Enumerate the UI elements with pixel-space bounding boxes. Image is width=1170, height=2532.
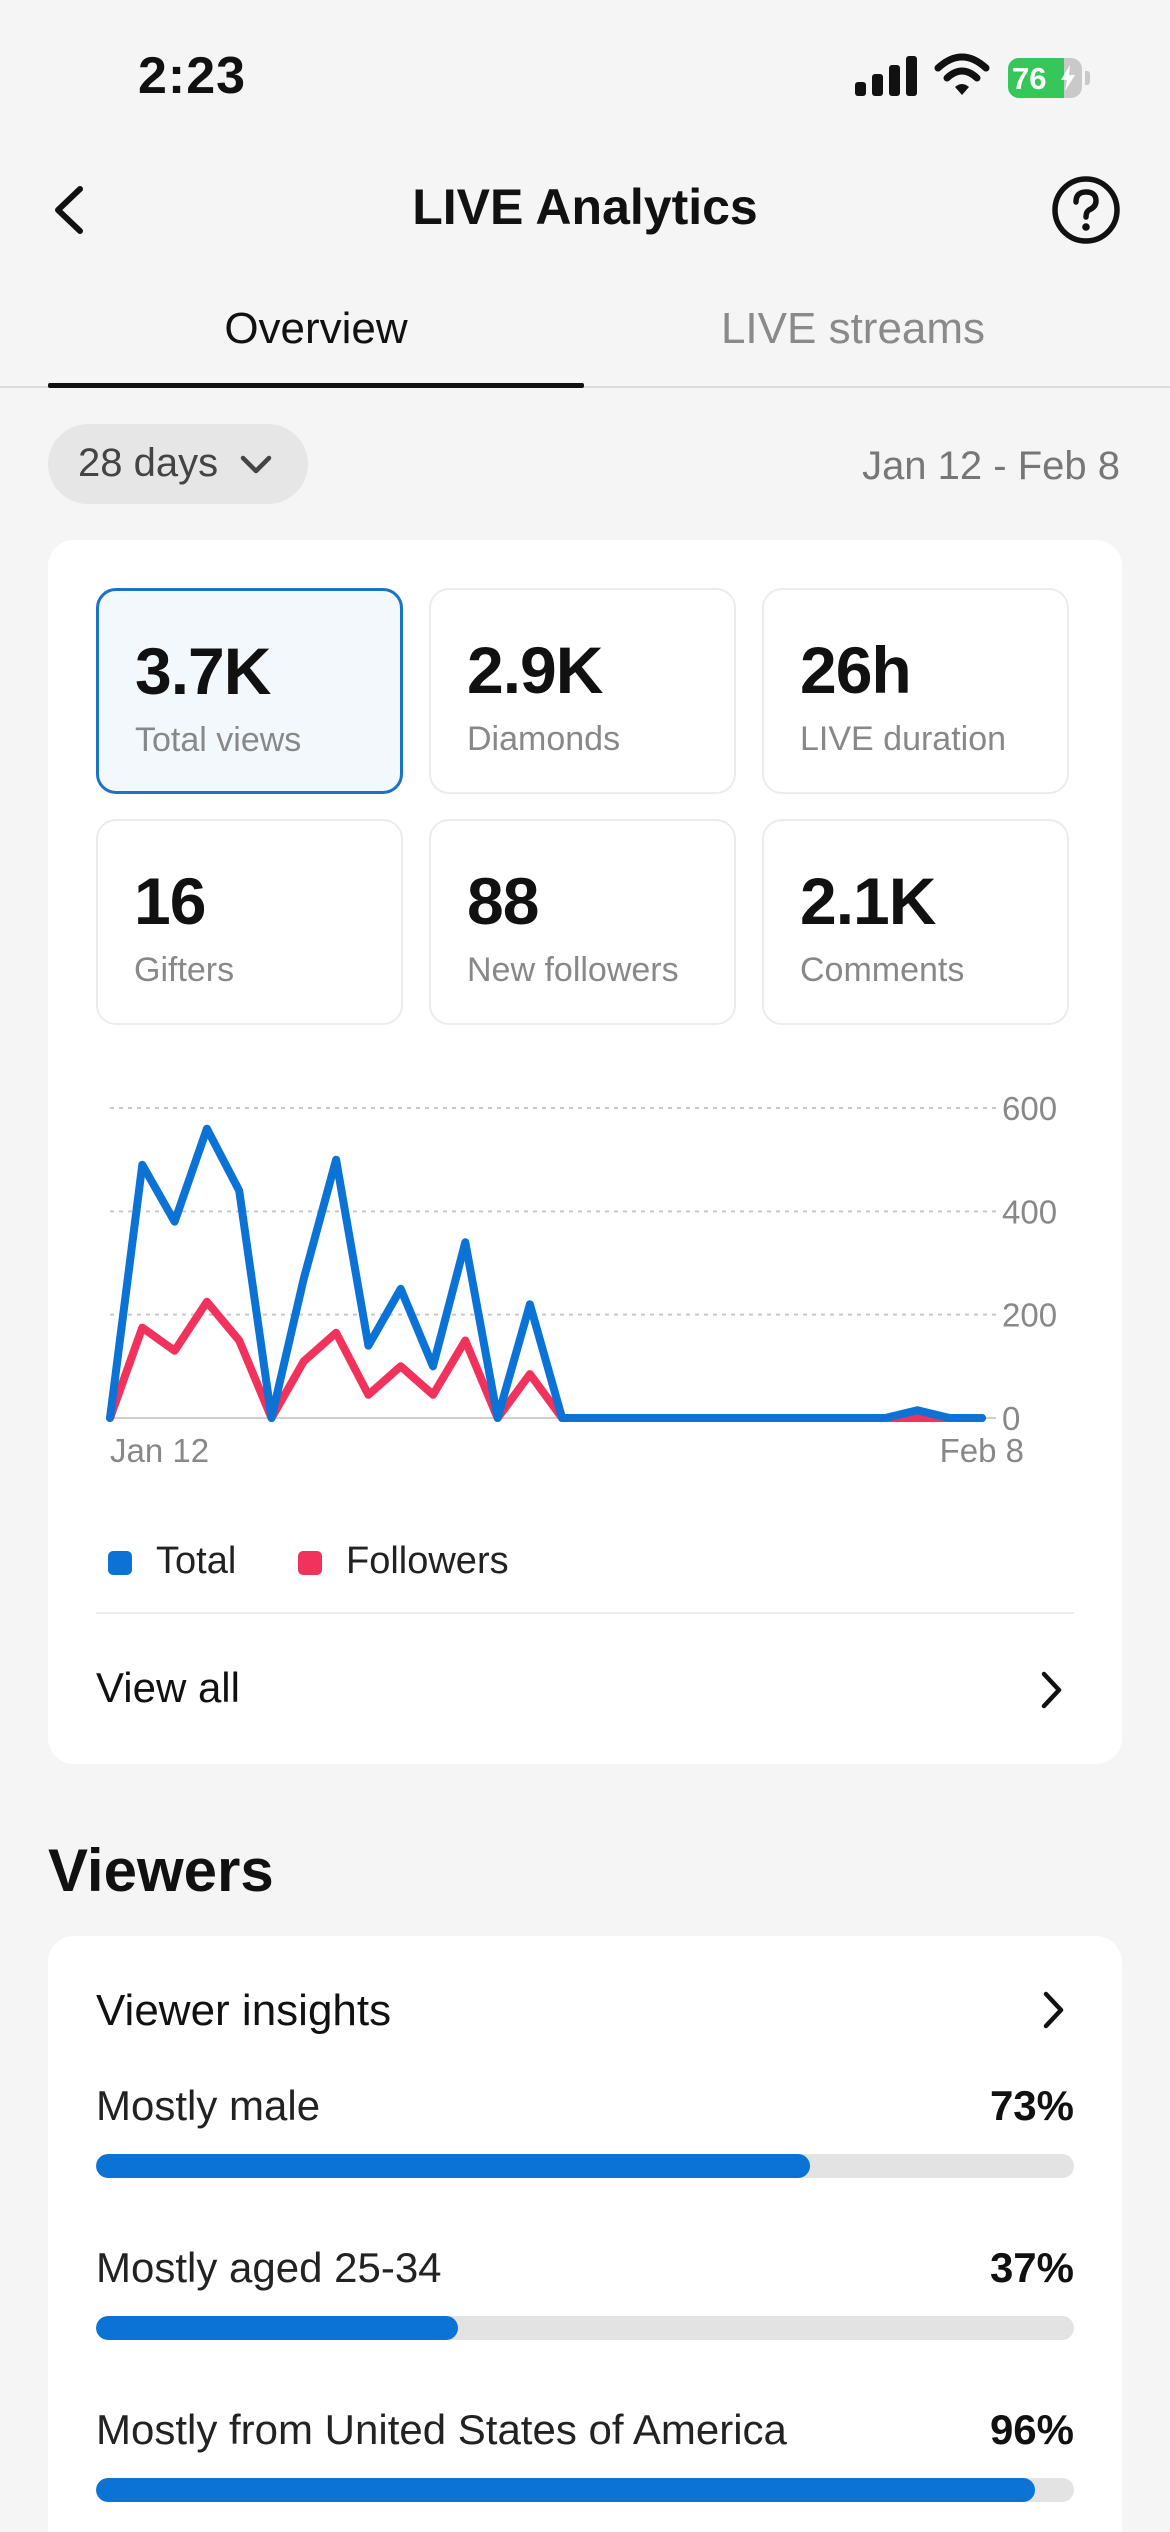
metric-label: Comments (800, 951, 965, 989)
date-range: Jan 12 - Feb 8 (862, 444, 1120, 488)
insight-label: Mostly from United States of America (96, 2406, 787, 2453)
divider (96, 1612, 1074, 1614)
wifi-icon (934, 52, 990, 98)
metric-label: Total views (135, 721, 302, 759)
chevron-right-icon (1043, 1991, 1064, 2029)
chevron-right-icon (1041, 1671, 1062, 1709)
viewers-section-title: Viewers (48, 1837, 274, 1904)
period-dropdown[interactable]: 28 days (48, 424, 308, 504)
metric-comments[interactable]: 2.1K Comments (762, 819, 1069, 1025)
metric-diamonds[interactable]: 2.9K Diamonds (429, 588, 736, 794)
insight-location: Mostly from United States of America 96% (96, 2406, 1074, 2516)
metric-value: 16 (134, 864, 206, 938)
metric-value: 2.9K (467, 633, 603, 707)
active-tab-indicator (48, 383, 584, 388)
metric-label: Diamonds (467, 720, 621, 758)
metric-label: LIVE duration (800, 720, 1007, 758)
tab-overview[interactable]: Overview (224, 304, 408, 353)
status-bar: 2:23 76 (0, 0, 1170, 150)
battery-percent: 76 (1012, 61, 1047, 96)
help-button[interactable] (1050, 174, 1122, 246)
chevron-left-icon (55, 186, 83, 234)
metric-total-views[interactable]: 3.7K Total views (96, 588, 403, 794)
legend-label: Total (156, 1540, 237, 1582)
progress-track (96, 2478, 1074, 2502)
question-circle-icon (1052, 176, 1120, 244)
battery-level (1008, 58, 1065, 98)
legend-swatch (298, 1551, 322, 1575)
metric-new-followers[interactable]: 88 New followers (429, 819, 736, 1025)
view-all-button[interactable]: View all (96, 1614, 1074, 1764)
metric-live-duration[interactable]: 26h LIVE duration (762, 588, 1069, 794)
insight-age: Mostly aged 25-34 37% (96, 2244, 1074, 2354)
progress-track (96, 2316, 1074, 2340)
viewer-insights-card[interactable]: Viewer insights Mostly male 73% Mostly a… (48, 1936, 1122, 2532)
tab-live-streams[interactable]: LIVE streams (720, 304, 986, 353)
back-button[interactable] (36, 175, 106, 245)
tab-bar: Overview LIVE streams (0, 290, 1170, 388)
metric-label: Gifters (134, 951, 235, 989)
status-time: 2:23 (138, 47, 247, 105)
viewer-insights-title: Viewer insights (96, 1986, 392, 2035)
legend-swatch (108, 1551, 132, 1575)
metric-gifters[interactable]: 16 Gifters (96, 819, 403, 1025)
metric-value: 2.1K (800, 864, 936, 938)
period-label: 28 days (78, 441, 219, 485)
insight-percent: 96% (989, 2406, 1074, 2453)
legend-label: Followers (346, 1540, 509, 1582)
metric-value: 88 (467, 864, 539, 938)
battery-icon: 76 (1008, 58, 1090, 98)
metric-value: 3.7K (135, 634, 271, 708)
nav-header: LIVE Analytics (0, 150, 1170, 270)
summary-card: 3.7K Total views 2.9K Diamonds 26h LIVE … (48, 540, 1122, 1764)
metric-value: 26h (800, 633, 912, 707)
progress-fill (96, 2154, 810, 2178)
insight-label: Mostly aged 25-34 (96, 2244, 442, 2291)
insight-percent: 73% (989, 2082, 1074, 2129)
insight-gender: Mostly male 73% (96, 2082, 1074, 2192)
progress-track (96, 2154, 1074, 2178)
cellular-signal-icon (855, 56, 917, 96)
page-title: LIVE Analytics (412, 179, 758, 235)
metric-label: New followers (467, 951, 679, 989)
insight-percent: 37% (989, 2244, 1074, 2291)
view-all-label: View all (96, 1664, 240, 1711)
progress-fill (96, 2478, 1035, 2502)
chevron-down-icon (240, 455, 272, 474)
insight-label: Mostly male (96, 2082, 321, 2129)
progress-fill (96, 2316, 458, 2340)
